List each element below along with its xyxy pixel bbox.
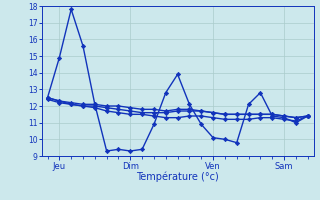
X-axis label: Température (°c): Température (°c): [136, 172, 219, 182]
